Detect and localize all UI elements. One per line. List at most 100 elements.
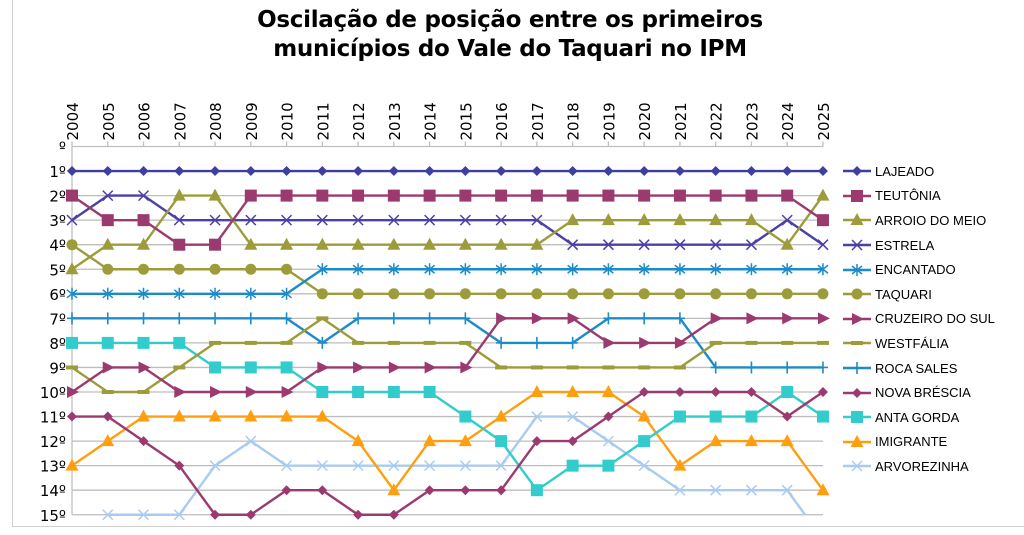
data-point-x <box>745 239 757 251</box>
data-point-diamond <box>460 166 471 177</box>
data-point-square <box>173 238 186 251</box>
data-point-diamond <box>567 166 578 177</box>
data-point-star <box>710 263 722 276</box>
data-point-circle <box>602 288 614 300</box>
data-point-square <box>851 189 863 202</box>
data-point-square <box>137 336 150 349</box>
data-point-circle <box>674 288 686 300</box>
data-point-x <box>781 214 793 226</box>
x-axis-ticks: 2004 2005 2006 2007 2008 2009 2010 2011 2012 2013… <box>64 102 833 147</box>
legend-label: ARROIO DO MEIO <box>875 212 987 228</box>
data-point-diamond <box>603 166 614 177</box>
data-point-dash <box>709 340 722 345</box>
data-point-x <box>710 484 722 496</box>
data-point-triangle <box>744 434 758 447</box>
data-point-arrow <box>639 336 652 349</box>
data-point-diamond <box>639 166 650 177</box>
legend-item-teutonia: TEUTÔNIA <box>842 184 995 209</box>
data-point-x <box>424 214 436 226</box>
data-point-star <box>531 263 543 276</box>
data-point-star <box>245 287 257 300</box>
data-point-plus <box>674 312 685 325</box>
data-point-square <box>709 189 722 202</box>
data-point-triangle <box>637 409 651 422</box>
legend-label: ARVOREZINHA <box>875 458 969 474</box>
legend-item-arroio-do-meio: ARROIO DO MEIO <box>842 208 995 233</box>
data-point-star <box>138 287 149 300</box>
data-point-plus <box>388 312 399 325</box>
data-point-star <box>602 263 614 276</box>
data-point-dash <box>101 390 114 394</box>
data-point-x <box>245 435 257 447</box>
series-markers-imigrante <box>65 385 830 496</box>
data-point-triangle <box>137 409 151 422</box>
data-point-square <box>209 238 222 251</box>
series-markers-arroio-do-meio <box>65 188 830 275</box>
data-point-diamond <box>674 387 685 397</box>
data-point-x <box>674 484 686 496</box>
x-tick-label: 2013 <box>386 102 404 140</box>
data-point-diamond <box>674 166 685 177</box>
data-point-dash <box>816 340 829 345</box>
data-point-diamond <box>746 166 757 177</box>
legend-item-taquari: TAQUARI <box>842 282 995 307</box>
data-point-plus <box>424 312 435 325</box>
data-point-circle <box>245 263 257 275</box>
gridlines <box>71 145 823 516</box>
data-point-triangle <box>280 237 294 250</box>
data-point-diamond <box>531 166 542 177</box>
data-point-triangle <box>387 483 401 496</box>
data-point-x <box>388 460 400 472</box>
data-point-square <box>101 214 114 227</box>
data-point-dash <box>316 316 329 321</box>
data-point-square <box>352 189 365 202</box>
legend-swatch-circle-icon <box>843 288 871 300</box>
y-tick-label: º <box>59 139 66 157</box>
series-line-taquari <box>71 243 823 295</box>
data-point-diamond <box>353 166 364 177</box>
data-point-diamond <box>817 387 828 397</box>
data-point-triangle <box>315 237 329 250</box>
data-point-arrow <box>531 312 544 325</box>
data-point-plus <box>567 336 578 349</box>
data-point-square <box>316 189 329 202</box>
data-point-square <box>280 189 293 202</box>
data-point-diamond <box>567 436 578 447</box>
data-point-plus <box>639 312 650 325</box>
data-point-square <box>173 336 186 349</box>
data-point-arrow <box>388 361 401 374</box>
data-point-triangle <box>566 213 580 226</box>
data-point-diamond <box>317 485 328 496</box>
data-point-triangle <box>601 385 615 397</box>
series-line-westfalia <box>71 317 823 394</box>
legend-item-westfalia: WESTFÁLIA <box>842 331 995 356</box>
data-point-arrow <box>281 386 294 398</box>
data-point-square <box>530 484 543 497</box>
data-point-diamond <box>424 166 435 177</box>
data-point-triangle <box>566 385 580 397</box>
data-point-square <box>745 410 758 423</box>
data-point-plus <box>353 312 364 325</box>
data-point-circle <box>316 288 328 300</box>
data-point-square <box>387 189 400 202</box>
data-point-diamond <box>353 509 364 520</box>
data-point-arrow <box>674 336 687 349</box>
legend-swatch-triangle-icon <box>843 213 871 226</box>
data-point-diamond <box>388 166 399 177</box>
x-tick-label: 2025 <box>815 102 833 140</box>
data-point-square <box>638 189 651 202</box>
legend: LAJEADO TEUTÔNIA ARROIO DO MEIO ESTRELA ENCA… <box>842 159 995 479</box>
data-point-circle <box>567 288 579 300</box>
data-point-x <box>567 239 579 251</box>
data-point-arrow <box>746 312 759 325</box>
data-point-arrow <box>67 386 79 398</box>
x-tick-label: 2022 <box>708 102 726 140</box>
legend-item-estrela: ESTRELA <box>842 233 995 258</box>
data-point-star <box>102 287 114 300</box>
legend-item-nova-brescia: NOVA BRÉSCIA <box>842 380 995 405</box>
legend-label: TEUTÔNIA <box>875 188 941 204</box>
legend-label: CRUZEIRO DO SUL <box>875 311 995 327</box>
x-tick-label: 2004 <box>64 102 82 140</box>
x-tick-label: 2008 <box>207 102 225 140</box>
data-point-square <box>673 189 686 202</box>
